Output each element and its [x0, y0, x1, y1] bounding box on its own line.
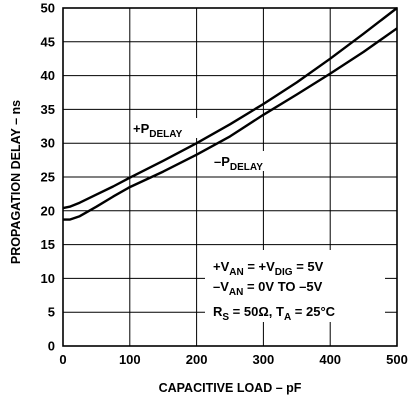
y-tick-label: 30	[41, 136, 55, 151]
condition-line: RS = 50Ω, TA = 25°C	[213, 304, 336, 323]
x-tick-label: 200	[186, 352, 208, 367]
y-tick-label: 40	[41, 68, 55, 83]
y-tick-label: 50	[41, 1, 55, 16]
x-tick-label: 100	[119, 352, 141, 367]
series-label-background	[131, 118, 203, 138]
x-tick-label: 300	[253, 352, 275, 367]
condition-line: –VAN = 0V TO –5V	[213, 279, 323, 298]
series-plus-pdelay-line	[62, 7, 398, 210]
x-axis-ticks: 0 100 200 300 400 500	[59, 352, 407, 367]
condition-line: +VAN = +VDIG = 5V	[213, 259, 324, 278]
y-axis-ticks: 0 5 10 15 20 25 30 35 40 45 50	[41, 1, 55, 354]
series-label-minus-pdelay: –PDELAY	[214, 154, 263, 173]
series-label-plus-pdelay: +PDELAY	[133, 121, 183, 140]
plot-frame	[62, 7, 398, 347]
y-tick-label: 45	[41, 34, 55, 49]
conditions-background	[205, 250, 385, 322]
x-tick-label: 400	[319, 352, 341, 367]
y-tick-label: 20	[41, 203, 55, 218]
x-axis-label: CAPACITIVE LOAD – pF	[159, 381, 302, 395]
y-tick-label: 15	[41, 237, 55, 252]
series-label-background	[212, 151, 286, 171]
x-tick-label: 0	[59, 352, 66, 367]
y-tick-label: 5	[48, 305, 55, 320]
y-tick-label: 25	[41, 170, 55, 185]
y-axis-label: PROPAGATION DELAY – ns	[9, 100, 23, 264]
series-minus-pdelay-line	[63, 27, 398, 221]
y-tick-label: 10	[41, 271, 55, 286]
y-tick-label: 0	[48, 339, 55, 354]
curves	[62, 7, 398, 221]
test-conditions: +VAN = +VDIG = 5V–VAN = 0V TO –5V RS = 50…	[205, 250, 385, 323]
y-tick-label: 35	[41, 102, 55, 117]
series-labels: +PDELAY –PDELAY	[131, 118, 286, 173]
x-tick-label: 500	[386, 352, 408, 367]
